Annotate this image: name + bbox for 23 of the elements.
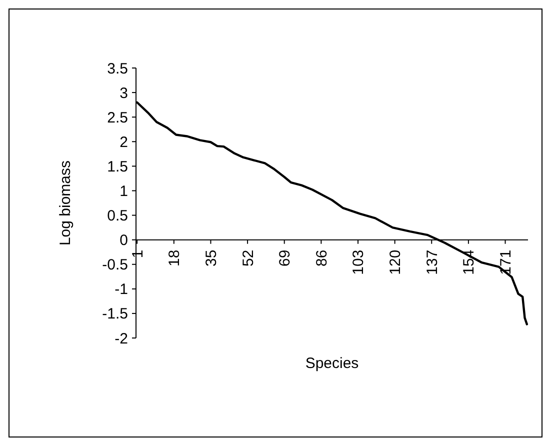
y-tick-label: 3.5 <box>107 60 128 78</box>
y-tick-label: -1.5 <box>102 306 128 323</box>
x-tick-label: 171 <box>498 250 515 275</box>
x-axis-title: Species <box>305 355 359 372</box>
x-tick-label: 86 <box>313 250 330 267</box>
y-tick-label: -0.5 <box>102 256 128 274</box>
x-tick-label: 120 <box>387 250 404 275</box>
x-tick-label: 35 <box>202 250 220 267</box>
x-tick-label: 52 <box>240 250 257 267</box>
x-tick-label: 69 <box>276 250 294 267</box>
y-tick-label: 1.5 <box>107 158 128 176</box>
y-tick-label: -1 <box>114 281 128 298</box>
y-axis-title: Log biomass <box>57 160 74 246</box>
y-tick-label: 3 <box>120 84 128 102</box>
y-tick-label: 1 <box>120 182 128 200</box>
x-tick-label: 137 <box>424 250 441 275</box>
y-tick-label: 0.5 <box>107 208 128 225</box>
x-tick-label: 18 <box>166 250 184 267</box>
y-tick-label: 0 <box>120 232 128 250</box>
y-tick-label: -2 <box>114 330 128 348</box>
y-tick-label: 2.5 <box>107 109 128 126</box>
x-tick-label: 103 <box>350 250 368 275</box>
y-tick-label: 2 <box>120 134 128 151</box>
